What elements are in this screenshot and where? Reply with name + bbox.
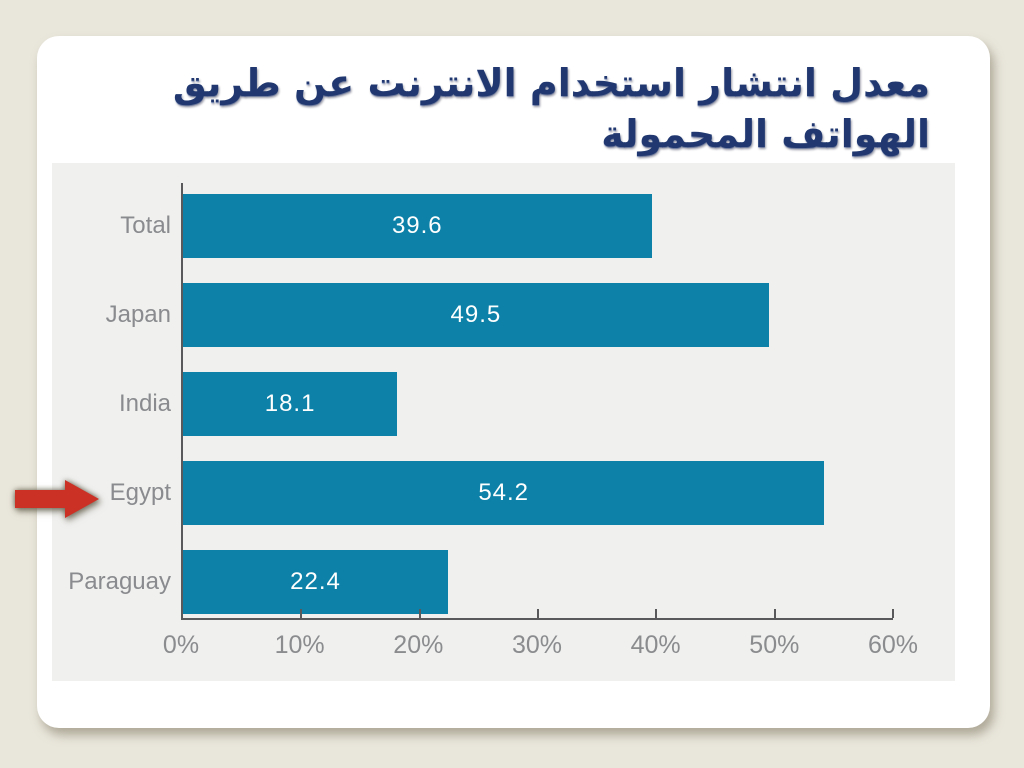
category-label-india: India [118,390,171,417]
x-tick-label: 50% [749,631,800,659]
slide-title-line2: الهواتف المحمولة [601,112,930,156]
x-tick-mark [655,609,658,618]
chart-area: 39.6 49.5 18.1 54.2 22.4 Total Japan India Egyp… [52,163,955,681]
category-label-total: Total [120,212,171,239]
value-label: 54.2 [478,479,530,506]
bar-egypt: 54.2 [183,461,825,525]
slide-title-line1: معدل انتشار استخدام الانترنت عن طريق [172,61,930,105]
x-tick-label: 20% [393,631,444,659]
value-label: 18.1 [264,390,316,417]
x-tick-label: 0% [162,631,200,659]
value-label: 49.5 [450,301,502,328]
category-label-japan: Japan [105,301,171,328]
bar-paraguay: 22.4 [183,550,449,614]
slide-card: معدل انتشار استخدام الانترنت عن طريق اله… [37,36,990,728]
bar-japan: 49.5 [183,283,769,347]
slide-title: معدل انتشار استخدام الانترنت عن طريق اله… [157,58,930,160]
x-tick-mark [773,609,776,618]
x-tick-label: 10% [274,631,325,659]
x-tick-label: 30% [511,631,563,659]
bar-india: 18.1 [183,372,398,436]
x-tick-label: 40% [630,631,681,659]
x-tick-mark [537,609,539,618]
value-label: 39.6 [391,212,443,239]
category-label-paraguay: Paraguay [68,568,171,595]
x-tick-mark [418,609,421,618]
value-label: 22.4 [290,568,341,595]
plot-area: 39.6 49.5 18.1 54.2 22.4 [181,183,894,620]
red-arrow-icon [14,476,100,522]
bar-total: 39.6 [183,194,652,258]
x-tick-mark [300,609,303,618]
x-tick-label: 60% [867,631,919,659]
category-label-egypt: Egypt [109,479,171,506]
red-arrow-polygon [15,480,99,518]
x-tick-mark [892,609,894,618]
